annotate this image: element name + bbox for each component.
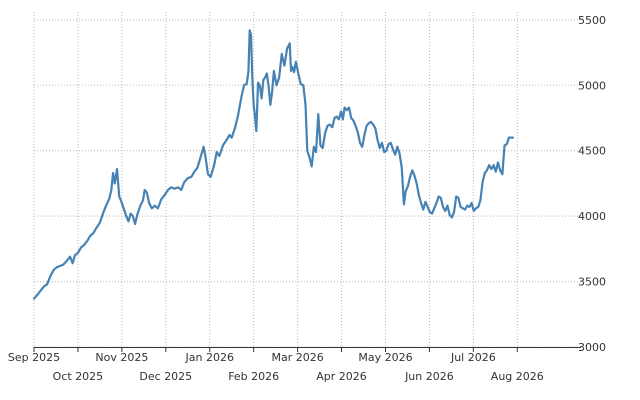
x-tick-label: Feb 2026 [228, 370, 279, 383]
x-axis-ticks: Sep 2025 Oct 2025 Nov 2025 Dec 2025 Jan 2026… [8, 347, 544, 383]
x-tick-label: Nov 2025 [95, 351, 148, 364]
y-tick-label: 3500 [578, 276, 606, 289]
y-tick-label: 5500 [578, 14, 606, 27]
y-tick-label: 3000 [578, 341, 606, 354]
x-tick-label: Aug 2026 [491, 370, 544, 383]
x-tick-label: Mar 2026 [271, 351, 323, 364]
y-tick-label: 4000 [578, 210, 606, 223]
y-tick-label: 4500 [578, 145, 606, 158]
series-layer [32, 29, 514, 300]
y-tick-label: 5000 [578, 79, 606, 92]
x-tick-label: Apr 2026 [316, 370, 367, 383]
x-tick-label: Jan 2026 [185, 351, 234, 364]
series-line [32, 29, 514, 300]
x-tick-label: Dec 2025 [139, 370, 192, 383]
x-tick-label: Sep 2025 [8, 351, 60, 364]
x-tick-label: May 2026 [358, 351, 412, 364]
y-axis-ticks: 3000 3500 4000 4500 5000 5500 [578, 14, 606, 354]
x-tick-label: Jun 2026 [404, 370, 454, 383]
x-tick-label: Oct 2025 [53, 370, 104, 383]
x-tick-label: Jul 2026 [450, 351, 496, 364]
